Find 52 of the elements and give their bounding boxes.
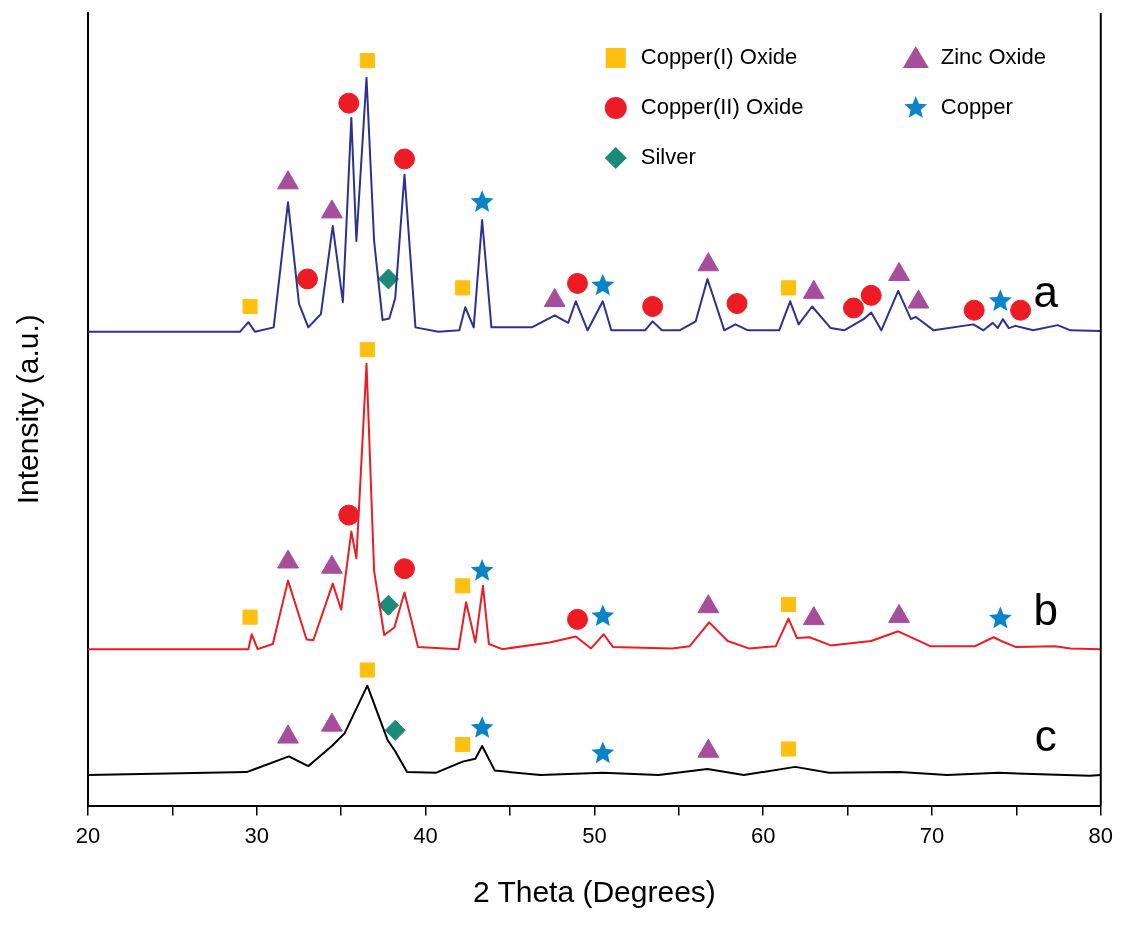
x-tick-label: 30 [244, 822, 270, 848]
point [591, 604, 615, 627]
x-tick-label: 80 [1088, 822, 1114, 848]
legend-label: Copper [940, 94, 1013, 120]
series-label: a [1033, 267, 1059, 317]
point [338, 504, 360, 526]
series-label: b [1033, 585, 1059, 635]
point [377, 268, 399, 290]
point [860, 284, 882, 306]
point [842, 297, 864, 319]
legend-label: Copper(II) Oxide [640, 94, 804, 120]
legend-label: Copper(I) Oxide [640, 44, 798, 70]
point [591, 273, 615, 296]
legend-label: Zinc Oxide [940, 44, 1046, 70]
point [455, 578, 471, 594]
point [726, 293, 748, 315]
point [359, 342, 375, 358]
x-tick-label: 40 [413, 822, 438, 848]
point [780, 596, 797, 613]
point [988, 606, 1012, 629]
point [1010, 299, 1032, 321]
point [455, 736, 471, 753]
point [242, 298, 258, 315]
point [242, 609, 258, 625]
point [988, 289, 1012, 311]
point [470, 190, 494, 212]
point [567, 608, 588, 630]
point [296, 268, 318, 290]
point [780, 280, 797, 296]
point [393, 148, 415, 170]
point [377, 594, 399, 616]
point [567, 272, 588, 294]
series-label: c [1034, 711, 1057, 761]
point [338, 92, 360, 114]
point [384, 719, 406, 741]
point [780, 741, 797, 757]
x-axis-title: 2 Theta (Degrees) [472, 875, 716, 909]
point [470, 558, 494, 581]
point [642, 296, 664, 317]
x-tick-label: 60 [750, 822, 776, 848]
point [470, 716, 494, 738]
point [455, 280, 471, 296]
point [963, 299, 985, 321]
point [393, 558, 415, 580]
point [591, 741, 615, 764]
x-tick-label: 20 [75, 822, 101, 848]
point [359, 662, 375, 678]
x-tick-label: 70 [919, 822, 945, 848]
legend-label: Silver [640, 144, 696, 170]
x-tick-label: 50 [582, 822, 607, 848]
point [359, 53, 375, 69]
y-axis-title: Intensity (a.u.) [11, 314, 45, 505]
